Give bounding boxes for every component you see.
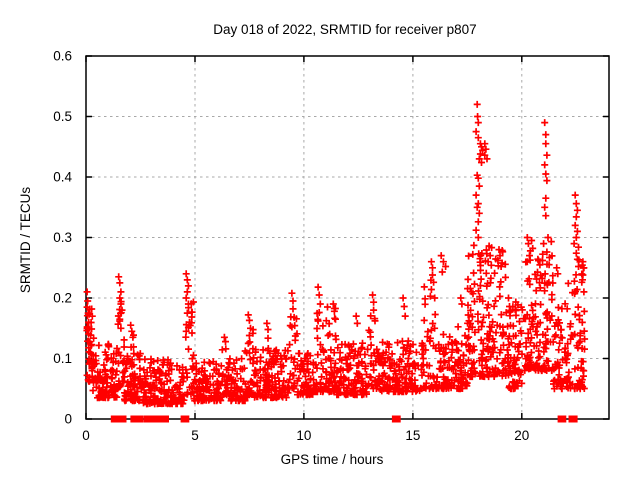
zero-value-marker [119, 415, 127, 423]
y-tick-label: 0.5 [53, 109, 72, 124]
x-tick-label: 10 [296, 428, 311, 443]
tick-labels: 0 5 10 15 20 0 0.1 0.2 0.3 0.4 0.5 0.6 [53, 49, 529, 444]
y-axis-label: SRMTID / TECUs [18, 187, 33, 294]
zero-value-marker [136, 415, 144, 423]
x-tick-label: 20 [514, 428, 529, 443]
data-points [83, 100, 589, 423]
x-tick-label: 5 [191, 428, 199, 443]
x-tick-label: 0 [82, 428, 90, 443]
zero-value-marker [182, 415, 190, 423]
chart-title: Day 018 of 2022, SRMTID for receiver p80… [213, 22, 476, 37]
zero-value-marker [570, 415, 578, 423]
y-tick-label: 0.6 [53, 49, 72, 64]
zero-value-marker [143, 415, 151, 423]
y-tick-label: 0.2 [53, 291, 72, 306]
grid-lines [86, 56, 609, 419]
y-tick-label: 0.1 [53, 351, 72, 366]
y-tick-label: 0.3 [53, 230, 72, 245]
y-tick-label: 0.4 [53, 170, 72, 185]
scatter-marker-path [83, 100, 589, 408]
y-tick-label: 0 [64, 412, 72, 427]
zero-value-marker [112, 415, 120, 423]
x-axis-label: GPS time / hours [281, 452, 384, 467]
plot-border [85, 55, 610, 420]
zero-value-marker [559, 415, 567, 423]
grid-line-path [86, 56, 609, 419]
zero-value-marker [162, 415, 169, 423]
zero-value-marker [393, 415, 401, 423]
x-tick-label: 15 [405, 428, 420, 443]
